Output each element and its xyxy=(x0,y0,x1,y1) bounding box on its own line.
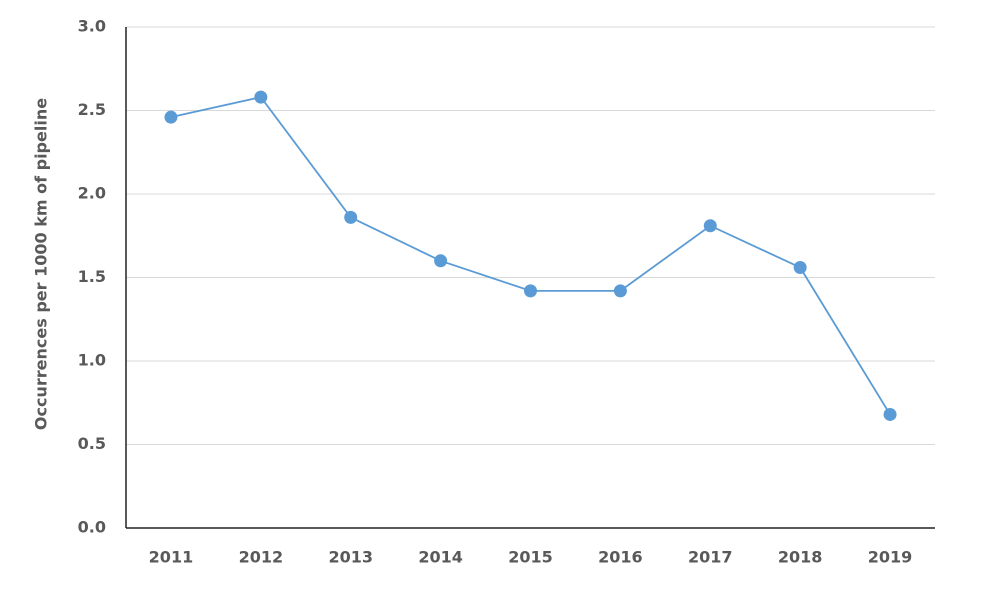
marker xyxy=(883,407,897,421)
y-tick-label: 2.5 xyxy=(78,100,106,119)
marker xyxy=(793,260,807,274)
y-tick-label: 1.5 xyxy=(78,267,106,286)
y-tick-label: 1.0 xyxy=(78,351,106,370)
y-tick-label: 3.0 xyxy=(78,17,106,36)
y-tick-label: 0.5 xyxy=(78,434,106,453)
x-tick-label: 2018 xyxy=(778,548,823,567)
x-tick-label: 2012 xyxy=(239,548,284,567)
line xyxy=(170,96,891,415)
x-tick-label: 2019 xyxy=(868,548,913,567)
x-tick-label: 2014 xyxy=(418,548,463,567)
x-tick-label: 2016 xyxy=(598,548,643,567)
x-tick-label: 2017 xyxy=(688,548,733,567)
x-tick-label: 2013 xyxy=(328,548,373,567)
y-tick-label: 0.0 xyxy=(78,518,106,537)
marker xyxy=(254,90,268,104)
marker xyxy=(613,284,627,298)
y-axis-label: Occurrences per 1000 km of pipeline xyxy=(32,98,51,430)
marker xyxy=(164,110,178,124)
marker xyxy=(524,284,537,298)
marker xyxy=(434,254,448,268)
marker xyxy=(344,210,358,224)
y-tick-label: 2.0 xyxy=(78,184,106,203)
x-tick-label: 2011 xyxy=(149,548,194,567)
x-tick-label: 2015 xyxy=(508,548,553,567)
marker xyxy=(703,219,717,233)
